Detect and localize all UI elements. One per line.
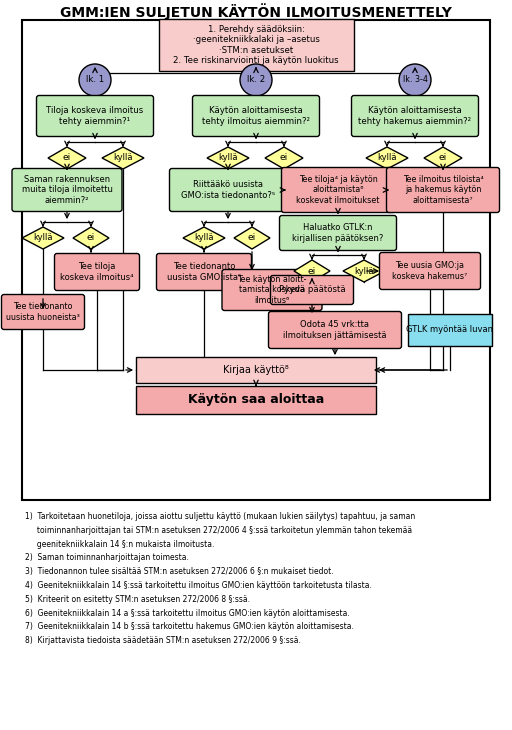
FancyBboxPatch shape — [12, 169, 122, 212]
FancyBboxPatch shape — [222, 269, 322, 310]
Circle shape — [399, 64, 431, 96]
Text: 3)  Tiedonannon tulee sisältää STM:n asetuksen 272/2006 6 §:n mukaiset tiedot.: 3) Tiedonannon tulee sisältää STM:n aset… — [25, 567, 334, 576]
Text: 1)  Tarkoitetaan huonetiloja, joissa aiottu suljettu käyttö (mukaan lukien säily: 1) Tarkoitetaan huonetiloja, joissa aiot… — [25, 512, 415, 521]
Text: kyllä: kyllä — [218, 153, 238, 163]
Polygon shape — [73, 227, 109, 249]
Text: kyllä: kyllä — [33, 234, 53, 242]
Polygon shape — [265, 147, 303, 169]
Text: ei: ei — [63, 153, 71, 163]
Polygon shape — [294, 260, 330, 282]
Polygon shape — [48, 147, 86, 169]
Text: Odota 45 vrk:tta
ilmoituksen jättämisestä: Odota 45 vrk:tta ilmoituksen jättämisest… — [283, 320, 387, 339]
Text: Kirjaa käyttö⁸: Kirjaa käyttö⁸ — [223, 365, 289, 375]
FancyBboxPatch shape — [280, 215, 396, 250]
Text: ei: ei — [439, 153, 447, 163]
FancyBboxPatch shape — [270, 275, 353, 304]
Polygon shape — [102, 147, 144, 169]
FancyBboxPatch shape — [193, 96, 319, 137]
Text: Tee uusia GMO:ja
koskeva hakemus⁷: Tee uusia GMO:ja koskeva hakemus⁷ — [392, 261, 467, 281]
Text: ei: ei — [87, 234, 95, 242]
FancyBboxPatch shape — [36, 96, 154, 137]
FancyBboxPatch shape — [282, 167, 395, 212]
Text: Pyydä päätöstä: Pyydä päätöstä — [279, 285, 345, 294]
Text: Tee tiedonanto
uusista huoneista³: Tee tiedonanto uusista huoneista³ — [6, 302, 80, 322]
FancyBboxPatch shape — [136, 386, 376, 414]
Text: Käytön saa aloittaa: Käytön saa aloittaa — [188, 393, 324, 407]
Polygon shape — [22, 227, 64, 249]
Text: kyllä: kyllä — [377, 153, 397, 163]
Text: ei: ei — [280, 153, 288, 163]
Text: 2)  Saman toiminnanharjoittajan toimesta.: 2) Saman toiminnanharjoittajan toimesta. — [25, 553, 189, 562]
Text: 4)  Geenitekniikkalain 14 §:ssä tarkoitettu ilmoitus GMO:ien käyttöön tarkoitetu: 4) Geenitekniikkalain 14 §:ssä tarkoitet… — [25, 581, 372, 590]
Text: Tee tiloja⁴ ja käytön
aloittamista⁶
koskevat ilmoitukset: Tee tiloja⁴ ja käytön aloittamista⁶ kosk… — [296, 175, 380, 205]
FancyBboxPatch shape — [387, 167, 500, 212]
FancyBboxPatch shape — [268, 312, 401, 348]
Text: kyllä: kyllä — [113, 153, 133, 163]
Text: lk. 3-4: lk. 3-4 — [402, 75, 428, 85]
Text: Riittääkö uusista
GMO:ista tiedonanto?⁵: Riittääkö uusista GMO:ista tiedonanto?⁵ — [181, 180, 275, 200]
Text: Tee tiedonanto
uusista GMO:ista⁵: Tee tiedonanto uusista GMO:ista⁵ — [167, 262, 241, 282]
Text: Haluatko GTLK:n
kirjallisen päätöksen?: Haluatko GTLK:n kirjallisen päätöksen? — [292, 223, 383, 242]
FancyBboxPatch shape — [169, 169, 287, 212]
FancyBboxPatch shape — [54, 253, 139, 291]
Text: 8)  Kirjattavista tiedoista säädetään STM:n asetuksen 272/2006 9 §:ssä.: 8) Kirjattavista tiedoista säädetään STM… — [25, 637, 301, 645]
Polygon shape — [366, 147, 408, 169]
Text: Tee käytön aloitt-
tamista koskeva
ilmoitus⁶: Tee käytön aloitt- tamista koskeva ilmoi… — [237, 275, 307, 305]
FancyBboxPatch shape — [352, 96, 479, 137]
Text: Käytön aloittamisesta
tehty hakemus aiemmin?²: Käytön aloittamisesta tehty hakemus aiem… — [358, 107, 472, 126]
Text: lk. 2: lk. 2 — [247, 75, 265, 85]
Text: kyllä: kyllä — [194, 234, 214, 242]
Text: lk. 1: lk. 1 — [86, 75, 104, 85]
Text: geenitekniikkalain 14 §:n mukaista ilmoitusta.: geenitekniikkalain 14 §:n mukaista ilmoi… — [25, 539, 215, 549]
FancyBboxPatch shape — [159, 19, 353, 71]
Text: GMM:IEN SULJETUN KÄYTÖN ILMOITUSMENETTELY: GMM:IEN SULJETUN KÄYTÖN ILMOITUSMENETTEL… — [60, 4, 452, 20]
Text: Tiloja koskeva ilmoitus
tehty aiemmin?¹: Tiloja koskeva ilmoitus tehty aiemmin?¹ — [47, 107, 144, 126]
Text: 7)  Geenitekniikkalain 14 b §:ssä tarkoitettu hakemus GMO:ien käytön aloittamise: 7) Geenitekniikkalain 14 b §:ssä tarkoit… — [25, 623, 354, 631]
Text: GTLK myöntää luvan: GTLK myöntää luvan — [407, 326, 494, 334]
Text: 6)  Geenitekniikkalain 14 a §:ssä tarkoitettu ilmoitus GMO:ien käytön aloittamis: 6) Geenitekniikkalain 14 a §:ssä tarkoit… — [25, 609, 350, 618]
Polygon shape — [183, 227, 225, 249]
Text: Käytön aloittamisesta
tehty ilmoitus aiemmin?²: Käytön aloittamisesta tehty ilmoitus aie… — [202, 107, 310, 126]
Text: ei: ei — [308, 266, 316, 275]
FancyBboxPatch shape — [2, 294, 84, 329]
Text: Saman rakennuksen
muita tiloja ilmoitettu
aiemmin?²: Saman rakennuksen muita tiloja ilmoitett… — [22, 175, 113, 205]
Polygon shape — [343, 260, 385, 282]
Circle shape — [79, 64, 111, 96]
Text: ei: ei — [248, 234, 256, 242]
Text: 1. Perehdy säädöksiin:
·geenitekniikkalaki ja –asetus
·STM:n asetukset
2. Tee ri: 1. Perehdy säädöksiin: ·geenitekniikkala… — [173, 25, 339, 65]
Text: kyllä: kyllä — [354, 266, 374, 275]
FancyBboxPatch shape — [157, 253, 251, 291]
Circle shape — [240, 64, 272, 96]
Polygon shape — [207, 147, 249, 169]
Text: Tee tiloja
koskeva ilmoitus⁴: Tee tiloja koskeva ilmoitus⁴ — [60, 262, 134, 282]
Polygon shape — [234, 227, 270, 249]
Text: Tee ilmoitus tiloista⁴
ja hakemus käytön
aloittamisesta⁷: Tee ilmoitus tiloista⁴ ja hakemus käytön… — [402, 175, 483, 205]
FancyBboxPatch shape — [379, 253, 480, 290]
Text: 5)  Kriteerit on esitetty STM:n asetuksen 272/2006 8 §:ssä.: 5) Kriteerit on esitetty STM:n asetuksen… — [25, 595, 250, 604]
FancyBboxPatch shape — [408, 314, 492, 346]
Polygon shape — [424, 147, 462, 169]
FancyBboxPatch shape — [136, 357, 376, 383]
Text: toiminnanharjoittajan tai STM:n asetuksen 272/2006 4 §:ssä tarkoitetun ylemmän t: toiminnanharjoittajan tai STM:n asetukse… — [25, 526, 412, 535]
